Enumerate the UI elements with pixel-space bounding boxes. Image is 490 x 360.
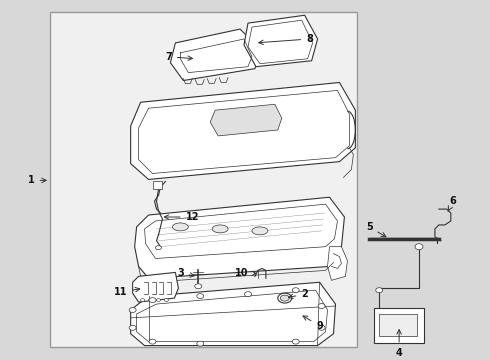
Ellipse shape [155, 246, 162, 249]
Polygon shape [171, 29, 260, 81]
Text: 10: 10 [235, 269, 256, 278]
Bar [50, 12, 357, 347]
Ellipse shape [129, 307, 136, 312]
Ellipse shape [156, 298, 161, 302]
Bar [374, 308, 424, 343]
Ellipse shape [278, 293, 292, 303]
Ellipse shape [149, 298, 156, 302]
Ellipse shape [292, 339, 299, 344]
Ellipse shape [252, 227, 268, 235]
Text: 11: 11 [114, 287, 140, 297]
Text: 3: 3 [177, 269, 195, 278]
Ellipse shape [212, 225, 228, 233]
Ellipse shape [318, 303, 325, 309]
Ellipse shape [318, 325, 325, 330]
Ellipse shape [245, 292, 251, 297]
Ellipse shape [165, 298, 169, 302]
Text: 6: 6 [448, 196, 456, 211]
Polygon shape [131, 82, 355, 179]
Polygon shape [210, 104, 282, 136]
Text: 5: 5 [366, 222, 386, 237]
Bar [379, 314, 417, 336]
Text: 2: 2 [289, 289, 308, 299]
Ellipse shape [148, 298, 152, 302]
Ellipse shape [129, 325, 136, 330]
Text: 8: 8 [259, 34, 313, 45]
Polygon shape [327, 247, 347, 280]
Text: 7: 7 [165, 52, 193, 62]
Text: 4: 4 [396, 330, 402, 357]
Ellipse shape [292, 288, 299, 293]
Polygon shape [244, 15, 318, 67]
Polygon shape [133, 273, 178, 302]
Ellipse shape [195, 284, 202, 289]
Ellipse shape [415, 244, 423, 249]
Ellipse shape [141, 298, 145, 302]
Ellipse shape [376, 288, 383, 293]
Ellipse shape [149, 339, 156, 344]
Polygon shape [131, 282, 336, 346]
Ellipse shape [280, 295, 289, 301]
Ellipse shape [172, 223, 188, 231]
Bar [152, 181, 163, 189]
Polygon shape [135, 197, 344, 278]
Ellipse shape [197, 341, 204, 346]
Text: 9: 9 [303, 316, 323, 331]
Ellipse shape [197, 294, 204, 298]
Text: 12: 12 [164, 212, 199, 222]
Text: 1: 1 [28, 175, 46, 185]
